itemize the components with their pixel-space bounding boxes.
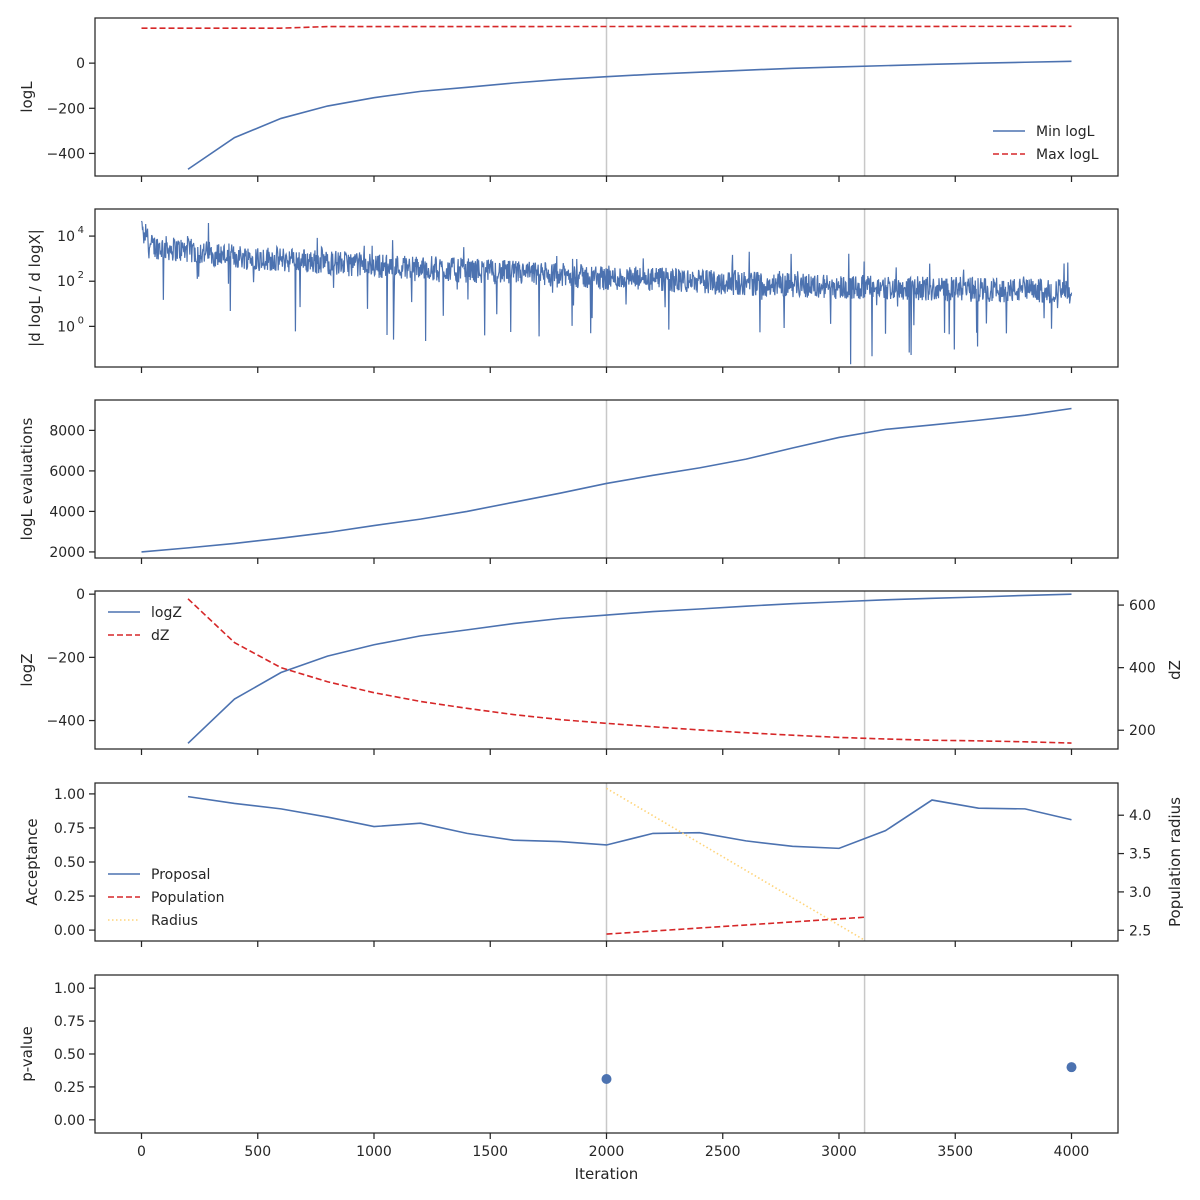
y-tick-label: −200 [47, 101, 85, 117]
plot-area [140, 220, 1073, 365]
y-tick-exponent: 4 [78, 225, 84, 236]
panel-6: 0 500 1000 1500 2000 2500 3000 3500 4000 0.00 0.25… [18, 974, 1119, 1183]
panel-4: −400 −200 0 200 400 600 logZ dZ logZ dZ [18, 587, 1184, 755]
y-tick-exponent: 2 [78, 270, 84, 281]
y-right-tick-label: 400 [1129, 661, 1156, 677]
y-axis-label: logL evaluations [18, 417, 36, 540]
y-tick-label: 1.00 [54, 787, 85, 803]
legend: Proposal Population Radius [108, 867, 225, 929]
y-tick-label: 4000 [49, 504, 85, 520]
plot-area [141, 407, 1072, 553]
y-tick-label: 10 [57, 319, 75, 335]
x-tick-label: 1000 [356, 1144, 392, 1160]
y-axis-label: Acceptance [23, 818, 41, 905]
x-tick-label: 3500 [937, 1144, 973, 1160]
y-tick-exponent: 0 [78, 315, 84, 326]
y-tick-label: 0.75 [54, 1014, 85, 1030]
y-tick-label: 0.00 [54, 923, 85, 939]
series-line-proposal [187, 795, 1072, 850]
y-tick-label: 0 [76, 587, 85, 603]
data-point [601, 1074, 612, 1085]
plot-area [141, 25, 1072, 170]
y-tick-label: 1.00 [54, 981, 85, 997]
plot-area [601, 1062, 1077, 1085]
y-tick-label: 10 [57, 229, 75, 245]
x-tick-label: 3000 [821, 1144, 857, 1160]
series-line [140, 220, 1073, 365]
y-tick-label: 10 [57, 274, 75, 290]
y-tick-label: 0.50 [54, 1047, 85, 1063]
x-tick-label: 4000 [1054, 1144, 1090, 1160]
y-axis-label: logL [18, 81, 36, 113]
y-right-axis-label: Population radius [1166, 797, 1184, 927]
plot-area [187, 787, 1072, 941]
y-right-tick-label: 4.0 [1129, 808, 1151, 824]
y-tick-label: −400 [47, 714, 85, 730]
legend-label: Min logL [1036, 124, 1095, 140]
y-tick-label: 0.25 [54, 889, 85, 905]
y-axis-label: |d logL / d logX| [26, 229, 44, 347]
y-tick-label: 6000 [49, 464, 85, 480]
legend-label: logZ [151, 605, 182, 621]
panel-5: 0.00 0.25 0.50 0.75 1.00 2.5 3.0 3.5 4.0 Acceptan… [23, 782, 1184, 947]
data-point [1066, 1062, 1077, 1073]
legend-label: Proposal [151, 867, 210, 883]
y-tick-label: −400 [47, 146, 85, 162]
x-axis-label: Iteration [575, 1165, 639, 1183]
x-tick-label: 500 [244, 1144, 271, 1160]
x-tick-label: 1500 [472, 1144, 508, 1160]
y-right-tick-label: 3.0 [1129, 885, 1151, 901]
series-line-population [606, 916, 865, 935]
y-right-tick-label: 600 [1129, 598, 1156, 614]
y-tick-label: 8000 [49, 423, 85, 439]
y-tick-label: −200 [47, 650, 85, 666]
x-tick-label: 0 [137, 1144, 146, 1160]
legend-label: Population [151, 890, 225, 906]
series-line-max-logl [141, 25, 1072, 29]
panel-3: 2000 4000 6000 8000 logL evaluations [18, 399, 1119, 564]
y-axis-label: p-value [18, 1026, 36, 1082]
x-tick-label: 2500 [705, 1144, 741, 1160]
y-tick-label: 2000 [49, 545, 85, 561]
y-tick-label: 0.00 [54, 1113, 85, 1129]
legend-label: dZ [151, 628, 169, 644]
series-line-dz [187, 598, 1072, 744]
panel-1: −400 −200 0 logL Min logL Max logL [18, 17, 1119, 182]
y-tick-label: 0.75 [54, 821, 85, 837]
y-right-tick-label: 2.5 [1129, 923, 1151, 939]
legend: Min logL Max logL [993, 124, 1099, 163]
y-axis-label: logZ [18, 653, 36, 686]
y-right-tick-label: 3.5 [1129, 847, 1151, 863]
legend-label: Max logL [1036, 147, 1099, 163]
y-tick-label: 0 [76, 56, 85, 72]
series-line-radius [606, 787, 865, 941]
x-tick-label: 2000 [589, 1144, 625, 1160]
series-line-min-logl [187, 60, 1072, 170]
y-right-axis-label: dZ [1166, 660, 1184, 680]
legend: logZ dZ [108, 605, 182, 644]
y-right-tick-label: 200 [1129, 723, 1156, 739]
plot-area [187, 593, 1072, 744]
y-tick-label: 0.50 [54, 855, 85, 871]
legend-label: Radius [151, 913, 198, 929]
series-line-logz [187, 593, 1072, 744]
series-line-0 [141, 407, 1072, 553]
y-tick-label: 0.25 [54, 1080, 85, 1096]
